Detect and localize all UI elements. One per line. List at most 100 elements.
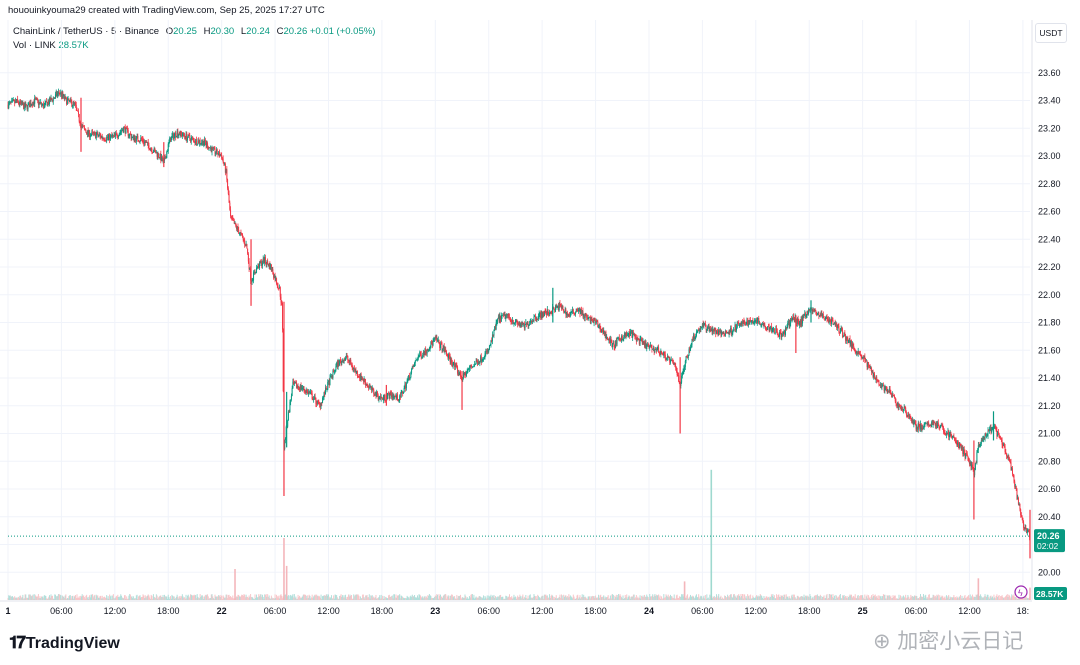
candle-body: [89, 130, 91, 138]
volume-bar: [296, 598, 298, 600]
volume-bar: [419, 595, 421, 600]
volume-bar: [916, 596, 918, 600]
volume-bar: [281, 598, 283, 600]
volume-bar: [351, 598, 353, 600]
candle-body: [721, 331, 723, 334]
volume-bar: [1008, 594, 1010, 600]
candle-body: [709, 328, 711, 332]
candle-body: [428, 349, 430, 351]
candle-body: [294, 382, 296, 384]
candle-body: [940, 425, 942, 428]
volume-bar: [731, 596, 733, 600]
candle-body: [500, 315, 502, 322]
volume-bar: [595, 597, 597, 600]
volume-bar: [542, 595, 544, 600]
x-tick-label: 12:00: [745, 606, 768, 616]
volume-bar: [617, 594, 619, 600]
volume-bar: [75, 598, 77, 600]
candle-body: [692, 334, 694, 340]
currency-selector[interactable]: USDT: [1035, 23, 1067, 43]
candle-body: [971, 464, 973, 468]
volume-bar: [356, 594, 358, 600]
candle-body: [46, 102, 48, 107]
volume-bar: [241, 594, 243, 600]
volume-bar: [258, 596, 260, 600]
volume-bar: [43, 597, 45, 600]
volume-bar: [526, 598, 528, 600]
volume-bar: [264, 594, 266, 600]
volume-bar: [285, 596, 287, 600]
candle-body: [578, 307, 580, 310]
volume-bar: [575, 598, 577, 600]
volume-bar: [134, 597, 136, 600]
candle-body: [586, 317, 588, 319]
volume-bar: [558, 596, 560, 600]
volume-bar: [424, 595, 426, 600]
volume-bar: [906, 597, 908, 600]
candle-body: [9, 101, 11, 103]
volume-bar: [128, 595, 130, 600]
symbol-title[interactable]: ChainLink / TetherUS · 5 · Binance: [13, 26, 160, 37]
volume-bar: [48, 596, 50, 600]
candle-body: [895, 401, 897, 404]
volume-bar: [501, 596, 503, 600]
candle-body: [641, 340, 643, 344]
volume-bar: [494, 597, 496, 600]
candle-body: [616, 338, 618, 345]
candle-body: [985, 433, 987, 436]
volume-bar: [11, 596, 13, 600]
candle-body: [618, 337, 620, 340]
candle-body: [715, 330, 717, 334]
candle-body: [308, 391, 310, 394]
candle-body: [1000, 437, 1002, 439]
candle-body: [760, 324, 762, 326]
candle-body: [319, 404, 321, 407]
candle-body: [761, 323, 763, 325]
candle-body: [829, 320, 831, 322]
candle-body: [662, 354, 664, 356]
candle-body: [606, 336, 608, 340]
volume-bar: [598, 597, 600, 600]
volume-bar: [95, 594, 97, 600]
volume-bar: [175, 596, 177, 600]
candle-body: [503, 313, 505, 316]
candle-body: [810, 307, 812, 309]
volume-bar: [144, 598, 146, 600]
volume-bar: [937, 595, 939, 600]
candle-body: [753, 322, 755, 324]
volume-bar: [7, 597, 9, 600]
volume-bar: [528, 598, 530, 600]
candle-body: [968, 460, 970, 462]
candle-body: [664, 351, 666, 355]
candle-body: [997, 432, 999, 434]
volume-bar: [14, 597, 16, 600]
volume-bar: [975, 594, 977, 600]
candle-body: [910, 417, 912, 420]
volume-bar: [145, 597, 147, 600]
volume-bar: [44, 595, 46, 600]
volume-bar: [41, 597, 43, 600]
candle-body: [988, 430, 990, 432]
volume-label[interactable]: Vol · LINK: [13, 40, 56, 51]
volume-bar: [40, 596, 42, 600]
candle-body: [557, 305, 559, 307]
x-tick-label: 18:00: [798, 606, 821, 616]
candle-body: [407, 378, 409, 381]
tradingview-logo[interactable]: 𝟏𝟕 TradingView: [9, 633, 120, 653]
candle-body: [681, 375, 683, 383]
candle-body: [491, 340, 493, 342]
candle-body: [270, 264, 272, 270]
candle-body: [997, 432, 999, 437]
candle-body: [38, 102, 40, 105]
candle-body: [320, 402, 322, 407]
volume-bar: [707, 598, 709, 600]
volume-bar: [65, 594, 67, 600]
candle-body: [81, 125, 83, 127]
candle-body: [757, 317, 759, 320]
volume-bar: [332, 598, 334, 600]
volume-bar: [354, 595, 356, 600]
candle-body: [972, 467, 974, 470]
candle-body: [424, 349, 426, 356]
volume-bar: [516, 597, 518, 600]
